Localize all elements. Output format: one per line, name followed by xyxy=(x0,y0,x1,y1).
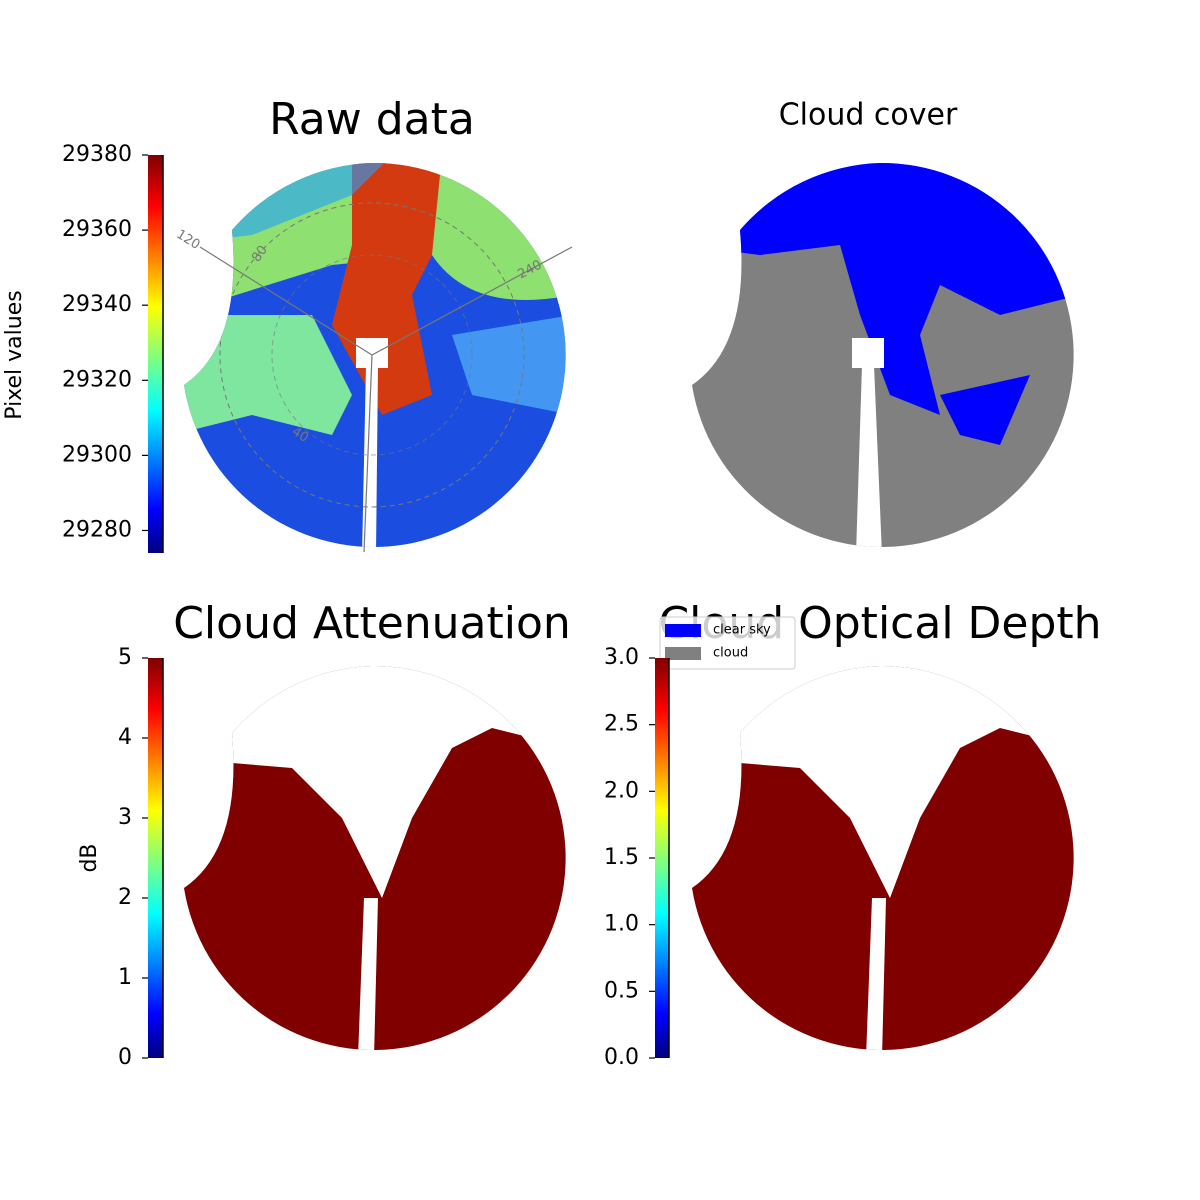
legend-label: cloud xyxy=(713,646,748,661)
tick-label: 29380 xyxy=(62,142,132,167)
tick-label: 5 xyxy=(118,645,132,670)
image-region xyxy=(940,375,1030,445)
mask xyxy=(856,365,882,547)
panel-title: Cloud cover xyxy=(779,98,958,133)
legend-swatch xyxy=(665,647,701,660)
tick-label: 29280 xyxy=(62,517,132,542)
annotation: 40 xyxy=(289,424,311,445)
axis-line xyxy=(363,354,373,553)
legend-label: clear sky xyxy=(713,623,771,638)
tick-label: 2.5 xyxy=(604,712,639,737)
tick-label: 1.5 xyxy=(604,845,639,870)
panel-title: Cloud Attenuation xyxy=(173,598,571,649)
tick-label: 29360 xyxy=(62,217,132,242)
image-region xyxy=(692,665,1074,898)
tick-label: 29340 xyxy=(62,292,132,317)
image-region xyxy=(452,315,566,415)
annotation: 120 xyxy=(173,227,202,253)
ring xyxy=(271,254,473,456)
tick-label: 0.5 xyxy=(604,978,639,1003)
ring xyxy=(219,202,525,508)
image-region xyxy=(692,162,1074,415)
attenuation-image xyxy=(184,665,566,1050)
tick-label: 1.0 xyxy=(604,912,639,937)
tick-label: 3 xyxy=(118,805,132,830)
image-region xyxy=(184,665,566,898)
panel-title: Raw data xyxy=(269,94,475,145)
tick-label: 0 xyxy=(118,1045,132,1070)
tick-label: 0.0 xyxy=(604,1045,639,1070)
tick-label: 1 xyxy=(118,965,132,990)
axis-line xyxy=(199,246,373,356)
tick-label: 29320 xyxy=(62,367,132,392)
mask xyxy=(852,338,884,368)
tick-label: 2 xyxy=(118,885,132,910)
axis-line xyxy=(371,246,573,356)
colorbar xyxy=(148,155,163,553)
mask xyxy=(358,898,378,1050)
cloud-cover-image xyxy=(692,162,1074,547)
tick-label: 29300 xyxy=(62,442,132,467)
tick-label: 3.0 xyxy=(604,645,639,670)
legend-swatch xyxy=(665,624,701,637)
mask xyxy=(866,898,886,1050)
raw-axes xyxy=(199,246,573,553)
colorbar xyxy=(655,658,669,1058)
optical-depth-image xyxy=(692,665,1074,1050)
tick-label: 4 xyxy=(118,725,132,750)
colorbar xyxy=(148,658,163,1058)
raw-image xyxy=(184,162,566,547)
colorbar-label: dB xyxy=(77,843,102,872)
tick-label: 2.0 xyxy=(604,778,639,803)
colorbar-label: Pixel values xyxy=(2,290,27,419)
